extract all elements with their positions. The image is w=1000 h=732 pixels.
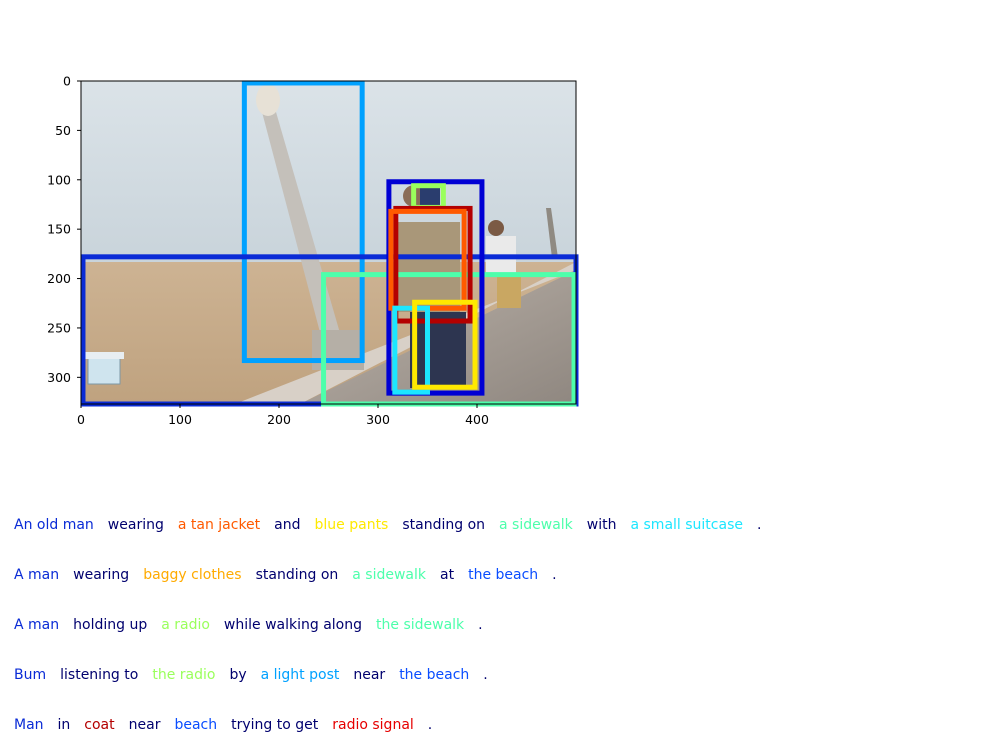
x-tick-label: 0 <box>77 412 85 427</box>
y-tick-label: 0 <box>63 74 71 89</box>
light-post-base <box>312 330 364 370</box>
y-tick-label: 100 <box>47 172 71 187</box>
walker-shorts <box>497 276 521 308</box>
caption-phrase: standing on <box>256 567 339 582</box>
caption-phrase: a sidewalk <box>499 517 573 532</box>
caption-phrase: at <box>440 567 454 582</box>
photo <box>81 81 576 404</box>
y-axis: 0 50 100 150 200 250 300 <box>47 74 81 385</box>
caption-line: A man holding up a radio while walking alon… <box>14 617 497 632</box>
y-tick-label: 250 <box>47 320 71 335</box>
caption-phrase: . <box>483 667 487 682</box>
caption-phrase: A man <box>14 567 59 582</box>
caption-line: An old man wearing a tan jacket and blue pan… <box>14 517 775 532</box>
caption-phrase: with <box>587 517 617 532</box>
caption-phrase: the radio <box>152 667 215 682</box>
caption-phrase: by <box>229 667 246 682</box>
caption-phrase: the sidewalk <box>376 617 464 632</box>
caption-phrase: wearing <box>108 517 164 532</box>
caption-phrase: An old man <box>14 517 94 532</box>
caption-phrase: the beach <box>399 667 469 682</box>
x-tick-label: 100 <box>168 412 192 427</box>
caption-phrase: A man <box>14 617 59 632</box>
caption-phrase: standing on <box>402 517 485 532</box>
walker-head <box>488 220 504 236</box>
x-axis: 0 100 200 300 400 <box>77 404 489 427</box>
y-tick-label: 300 <box>47 370 71 385</box>
caption-phrase: a small suitcase <box>630 517 743 532</box>
caption-phrase: wearing <box>73 567 129 582</box>
caption-phrase: a radio <box>161 617 210 632</box>
caption-phrase: . <box>552 567 556 582</box>
caption-phrase: while walking along <box>224 617 362 632</box>
caption-phrase: near <box>353 667 385 682</box>
x-tick-label: 400 <box>465 412 489 427</box>
caption-phrase: the beach <box>468 567 538 582</box>
caption-phrase: a light post <box>261 667 340 682</box>
radio <box>420 188 440 206</box>
caption-phrase: blue pants <box>315 517 389 532</box>
caption-line: A man wearing baggy clothes standing on a si… <box>14 567 571 582</box>
lifeguard-tower <box>88 358 120 384</box>
y-tick-label: 200 <box>47 271 71 286</box>
caption-phrase: baggy clothes <box>143 567 241 582</box>
caption-phrase: listening to <box>60 667 138 682</box>
old-man-jacket <box>398 222 460 312</box>
caption-phrase: . <box>478 617 482 632</box>
caption-phrase: . <box>757 517 761 532</box>
caption-phrase: and <box>274 517 300 532</box>
caption-phrase: a sidewalk <box>352 567 426 582</box>
lifeguard-tower-roof <box>84 352 124 359</box>
x-tick-label: 300 <box>366 412 390 427</box>
x-tick-label: 200 <box>267 412 291 427</box>
caption-line: Bum listening to the radio by a light post ne… <box>14 667 502 682</box>
y-tick-label: 50 <box>55 123 71 138</box>
light-post-lamp <box>256 84 280 116</box>
caption-phrase: holding up <box>73 617 147 632</box>
caption-phrase: Bum <box>14 667 46 682</box>
caption-phrase: a tan jacket <box>178 517 260 532</box>
y-tick-label: 150 <box>47 222 71 237</box>
